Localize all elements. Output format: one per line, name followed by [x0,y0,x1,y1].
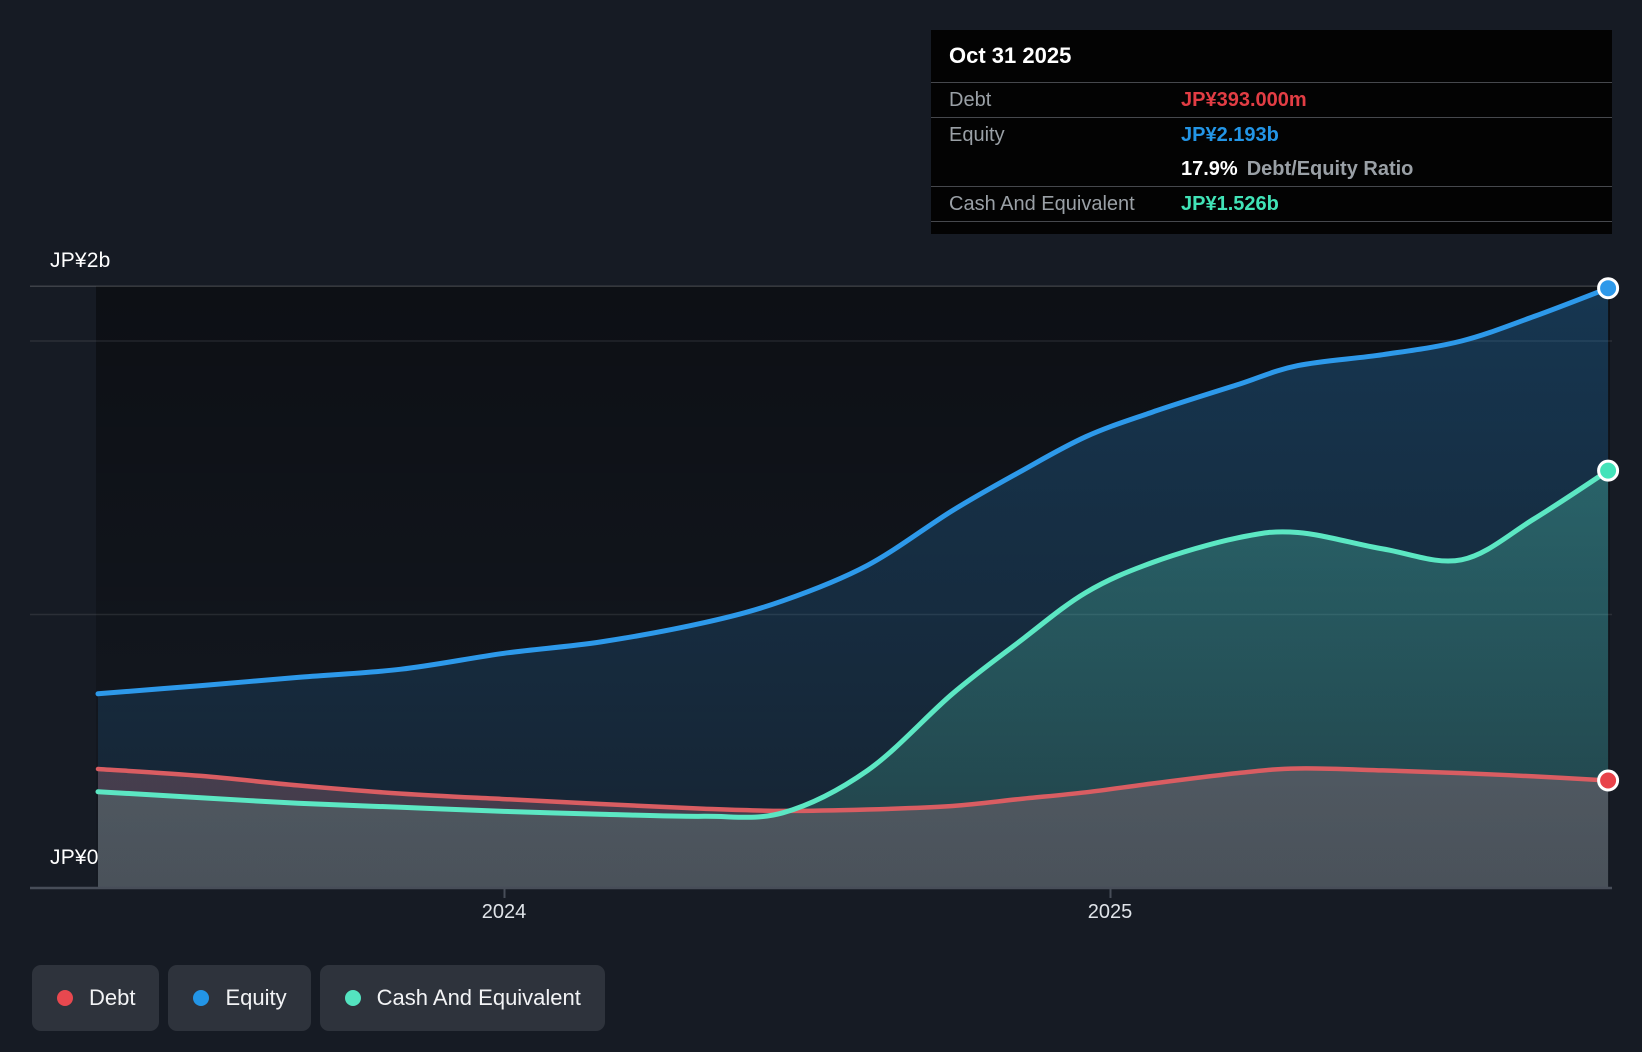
tooltip-cash-label: Cash And Equivalent [949,192,1135,215]
tooltip-row-cash: Cash And Equivalent JP¥1.526b [931,186,1612,222]
legend-debt-label: Debt [89,985,136,1010]
chart-tooltip: Oct 31 2025 Debt JP¥393.000m Equity JP¥2… [931,30,1612,234]
legend-item-debt[interactable]: Debt [32,965,160,1031]
series-end-markers [1597,277,1620,792]
tooltip-cash-value: JP¥1.526b [1181,192,1279,215]
cash-line [95,468,1611,820]
tooltip-equity-value: JP¥2.193b [1181,123,1279,146]
debt-dot-icon [57,990,73,1006]
legend-cash-label: Cash And Equivalent [376,985,581,1010]
equity-line [95,285,1611,697]
x-axis-label-2025: 2025 [1087,901,1133,923]
tooltip-ratio: 17.9% Debt/Equity Ratio [1181,158,1413,181]
tooltip-debt-value: JP¥393.000m [1181,88,1307,111]
legend-item-equity[interactable]: Equity [168,965,311,1031]
debt-line [95,766,1611,814]
legend: Debt Equity Cash And Equivalent [32,965,605,1031]
debt-end-marker [1597,769,1620,792]
legend-item-cash[interactable]: Cash And Equivalent [319,965,605,1031]
tooltip-ratio-label: Debt/Equity Ratio [1246,157,1414,180]
equity-end-marker [1597,277,1620,300]
tooltip-ratio-value: 17.9% [1181,157,1238,180]
tooltip-row-ratio: 17.9% Debt/Equity Ratio [931,152,1612,186]
equity-dot-icon [193,990,210,1006]
tooltip-equity-label: Equity [949,123,1005,146]
cash-dot-icon [344,990,361,1006]
x-axis-label-2024: 2024 [481,901,527,923]
tooltip-debt-label: Debt [949,88,992,111]
y-axis-label-0: JP¥0 [50,846,99,869]
tooltip-row-debt: Debt JP¥393.000m [931,82,1612,117]
tooltip-date: Oct 31 2025 [949,43,1072,68]
y-axis-label-2b: JP¥2b [50,249,111,272]
legend-equity-label: Equity [225,985,287,1010]
tooltip-row-equity: Equity JP¥2.193b [931,117,1612,152]
cash-end-marker [1597,459,1620,482]
series-lines [95,285,1611,820]
